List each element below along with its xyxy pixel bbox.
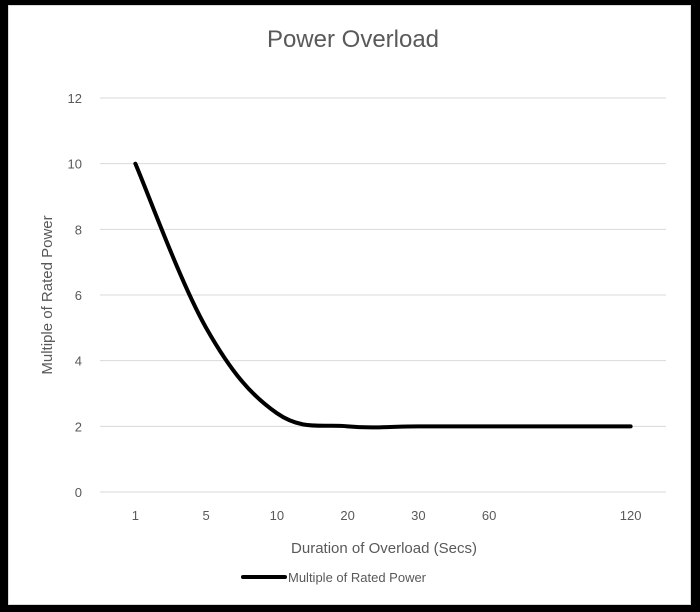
x-tick-label: 120 — [620, 508, 642, 523]
gridlines — [100, 97, 666, 493]
y-tick-label: 4 — [75, 354, 82, 369]
x-tick-labels: 1 5 10 20 30 60 120 — [132, 508, 642, 523]
y-axis-title: Multiple of Rated Power — [39, 215, 56, 374]
chart-title: Power Overload — [267, 26, 439, 53]
x-tick-label: 60 — [482, 508, 496, 523]
y-tick-label: 8 — [75, 222, 82, 237]
x-tick-label: 20 — [340, 508, 354, 523]
series-line — [133, 161, 633, 430]
legend-series-label: Multiple of Rated Power — [288, 570, 427, 585]
y-tick-label: 0 — [75, 485, 82, 500]
y-tick-label: 6 — [75, 288, 82, 303]
x-tick-label: 5 — [203, 508, 210, 523]
y-tick-label: 12 — [68, 91, 82, 106]
x-axis-title: Duration of Overload (Secs) — [291, 540, 477, 557]
y-tick-label: 2 — [75, 419, 82, 434]
x-tick-label: 10 — [270, 508, 284, 523]
series-layer — [133, 161, 633, 430]
y-tick-labels: 0 2 4 6 8 10 12 — [68, 91, 82, 500]
chart-panel — [8, 5, 691, 605]
x-tick-label: 30 — [411, 508, 425, 523]
x-tick-label: 1 — [132, 508, 139, 523]
y-tick-label: 10 — [68, 157, 82, 172]
legend: Multiple of Rated Power — [241, 570, 427, 585]
